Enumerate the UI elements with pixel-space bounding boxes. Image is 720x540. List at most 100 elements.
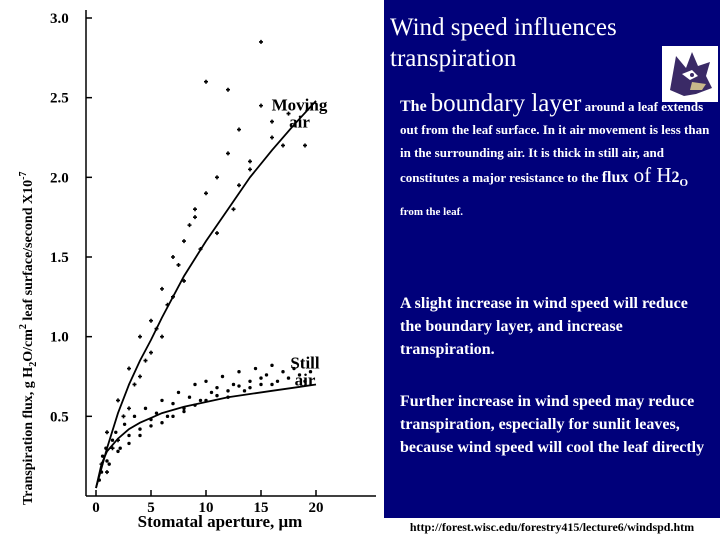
series-1-point xyxy=(105,430,109,435)
series-1-point xyxy=(237,183,241,188)
series-2-point xyxy=(171,401,175,406)
series-2-point xyxy=(231,382,236,387)
series-2-point xyxy=(143,406,148,411)
series-1-point xyxy=(215,231,219,236)
x-axis-label: Stomatal aperture, μm xyxy=(137,512,303,531)
series-2-point xyxy=(122,422,127,426)
y-tick-label: 2.0 xyxy=(50,170,69,186)
series-1-point xyxy=(160,334,164,339)
series-1-point xyxy=(171,255,175,259)
series-2-point xyxy=(198,398,203,403)
series-1-point xyxy=(270,119,274,124)
series-1-point xyxy=(171,294,175,299)
series-2-point xyxy=(215,393,219,398)
series-2-point xyxy=(171,414,175,419)
series-1-point xyxy=(132,382,137,387)
series-1-point xyxy=(138,374,142,379)
series-2-point xyxy=(104,446,108,450)
series-1-point xyxy=(204,79,208,84)
y-tick-label: 2.5 xyxy=(50,91,69,107)
series-2-point xyxy=(242,389,247,393)
y-tick-label: 1.0 xyxy=(50,330,69,346)
series-1-point xyxy=(303,143,307,148)
series-2-point xyxy=(182,406,186,411)
series-2-point xyxy=(259,376,263,380)
series-1-point xyxy=(193,215,197,220)
series-1-point xyxy=(248,159,252,164)
still-air-annotation: Still air xyxy=(290,354,320,390)
wind-increase-paragraph: A slight increase in wind speed will red… xyxy=(400,295,688,358)
series-1-point xyxy=(116,398,120,403)
series-2-point xyxy=(248,385,252,390)
x-tick-label: 5 xyxy=(147,500,155,516)
series-1-point xyxy=(270,135,274,140)
slide-title: Wind speed influences transpiration xyxy=(390,14,617,72)
series-2-point xyxy=(193,382,197,387)
series-1-point xyxy=(143,358,148,363)
series-1-point xyxy=(116,438,120,443)
series-1-point xyxy=(259,39,263,44)
series-2-point xyxy=(116,449,120,454)
series-2-point xyxy=(253,366,258,371)
series-2-point xyxy=(105,459,109,463)
series-2-point xyxy=(215,385,219,390)
series-2-point xyxy=(259,382,263,387)
series-1-point xyxy=(99,462,104,467)
series-1-point xyxy=(121,414,126,419)
chart-panel: Transpiration flux, g H2O/cm2 leaf surfa… xyxy=(18,10,376,531)
x-tick-label: 20 xyxy=(309,500,324,516)
series-2-point xyxy=(118,446,122,450)
series-2-point xyxy=(286,376,291,380)
y-tick-label: 0.5 xyxy=(50,409,69,425)
series-2-point xyxy=(275,379,280,383)
point-group xyxy=(97,39,313,482)
x-tick-label: 15 xyxy=(254,500,269,516)
series-2-point xyxy=(176,390,181,395)
moving-air-annotation: Moving air xyxy=(272,95,328,131)
series-1-point xyxy=(204,191,208,196)
series-1-point xyxy=(160,286,164,291)
series-2-point xyxy=(132,414,137,419)
series-2-point xyxy=(308,370,313,374)
series-2-point xyxy=(281,370,285,374)
series-1-point xyxy=(138,334,142,339)
series-2-point xyxy=(297,373,302,377)
series-1-point xyxy=(176,262,181,267)
y-tick-group: 0.5 1.0 1.5 2.0 2.5 3.0 xyxy=(50,11,92,425)
series-1-point xyxy=(149,350,153,355)
series-2-point xyxy=(149,417,153,422)
series-2-point xyxy=(270,382,274,387)
series-2-point xyxy=(193,403,197,407)
series-2-point xyxy=(303,379,307,383)
series-1-point xyxy=(165,302,170,307)
boundary-layer-paragraph: The boundary layer around a leaf extends… xyxy=(400,90,710,219)
series-1-point xyxy=(182,278,186,283)
series-2-point xyxy=(99,470,104,474)
x-tick-label: 10 xyxy=(199,500,214,516)
series-1-point xyxy=(105,470,109,475)
curve-group xyxy=(95,100,317,489)
series-1-point xyxy=(259,103,263,108)
text-panel: Wind speed influences transpiration The … xyxy=(384,0,720,518)
series-1-point xyxy=(182,239,186,244)
series-2-point xyxy=(270,363,274,368)
x-tick-group: 0 5 10 15 20 xyxy=(92,490,324,516)
wind-cooling-paragraph: Further increase in wind speed may reduc… xyxy=(400,393,705,456)
series-1-point xyxy=(226,151,230,156)
series-2-point xyxy=(204,379,208,383)
series-2-point xyxy=(182,409,186,414)
series-2-point xyxy=(226,395,230,399)
series-2-point xyxy=(209,390,214,395)
y-axis-label: Transpiration flux, g H2O/cm2 leaf surfa… xyxy=(18,172,39,505)
series-2-point xyxy=(97,478,102,482)
series-1-point xyxy=(215,175,219,180)
transpiration-chart: Transpiration flux, g H2O/cm2 leaf surfa… xyxy=(18,10,376,516)
series-2-point xyxy=(138,427,142,431)
series-2-point xyxy=(264,373,269,377)
series-1-point xyxy=(248,167,252,172)
series-2-point xyxy=(110,438,115,442)
series-1-point xyxy=(154,326,159,331)
series-2-point xyxy=(114,430,118,434)
source-url[interactable]: http://forest.wisc.edu/forestry415/lectu… xyxy=(409,520,695,534)
series-1-point xyxy=(149,318,153,323)
